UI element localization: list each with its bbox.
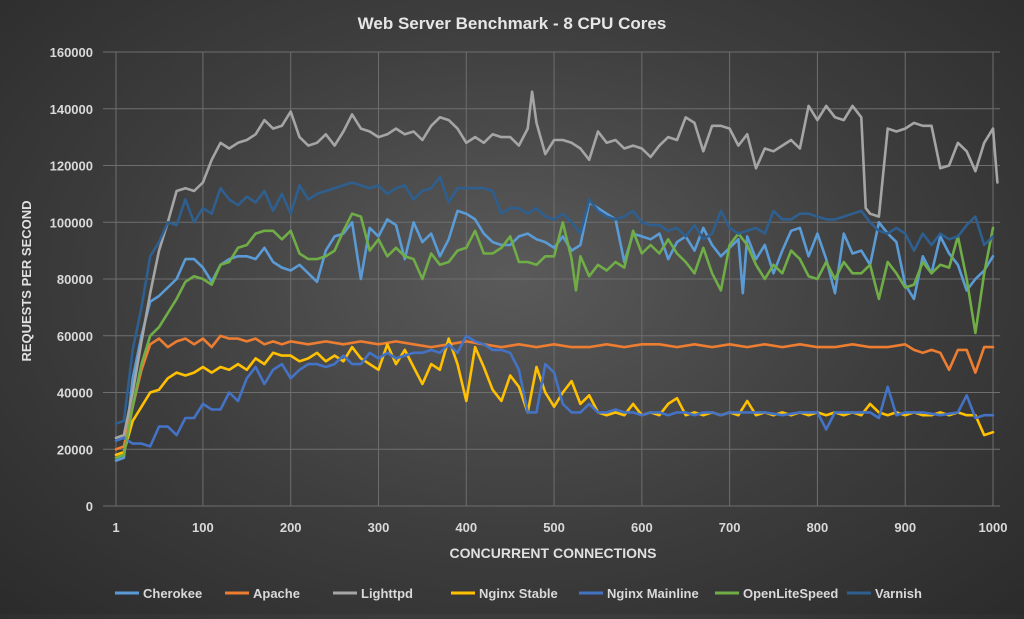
y-tick-label: 80000	[57, 272, 93, 287]
legend-label: Apache	[253, 586, 300, 601]
y-tick-label: 40000	[57, 386, 93, 401]
series-line-lighttpd	[114, 90, 999, 440]
x-tick-label: 1000	[979, 520, 1008, 535]
legend-label: Cherokee	[143, 586, 202, 601]
legend: Cherokee Apache Lighttpd Nginx Stable Nginx …	[115, 586, 922, 601]
y-tick-label: 0	[86, 499, 93, 514]
x-tick-label: 300	[368, 520, 390, 535]
x-tick-label: 400	[455, 520, 477, 535]
legend-label: Nginx Stable	[479, 586, 558, 601]
x-tick-label: 700	[719, 520, 741, 535]
y-tick-label: 140000	[50, 102, 93, 117]
x-tick-label: 1	[112, 520, 119, 535]
y-tick-label: 20000	[57, 442, 93, 457]
x-axis-label: CONCURRENT CONNECTIONS	[450, 545, 657, 561]
chart-title: Web Server Benchmark - 8 CPU Cores	[358, 14, 667, 33]
y-tick-label: 120000	[50, 159, 93, 174]
legend-label: Lighttpd	[361, 586, 413, 601]
x-tick-label: 900	[894, 520, 916, 535]
x-tick-label: 100	[192, 520, 214, 535]
series-line-openlitespeed	[114, 212, 995, 460]
series-line-nginx-stable	[114, 337, 995, 457]
y-axis-label: REQUESTS PER SECOND	[19, 200, 34, 361]
axes: 0 20000 40000 60000 80000 100000 120000 140000 1…	[50, 45, 1008, 535]
x-tick-label: 600	[631, 520, 653, 535]
legend-label: OpenLiteSpeed	[743, 586, 838, 601]
grid-lines	[103, 51, 1000, 507]
series-line-varnish	[114, 175, 995, 425]
x-tick-label: 200	[280, 520, 302, 535]
y-tick-label: 60000	[57, 329, 93, 344]
x-tick-label: 500	[543, 520, 565, 535]
legend-label: Nginx Mainline	[607, 586, 699, 601]
y-tick-label: 100000	[50, 215, 93, 230]
x-tick-label: 800	[807, 520, 829, 535]
series-lines	[114, 90, 999, 462]
series-line-nginx-mainline	[114, 334, 995, 448]
series-line-apache	[114, 334, 995, 451]
legend-label: Varnish	[875, 586, 922, 601]
y-tick-label: 160000	[50, 45, 93, 60]
